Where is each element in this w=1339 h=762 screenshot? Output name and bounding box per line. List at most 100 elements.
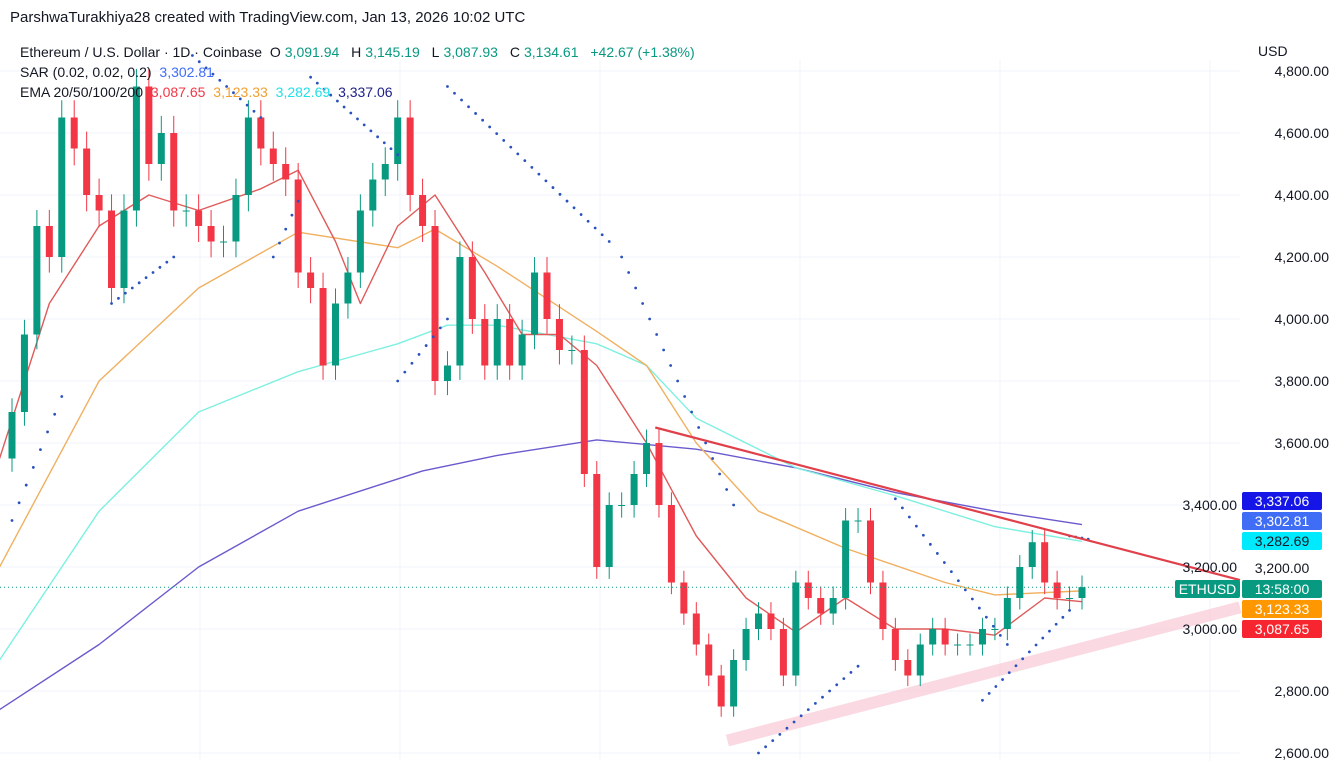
sar-dot bbox=[757, 751, 760, 755]
sar-dot bbox=[165, 260, 169, 264]
sar-dot bbox=[362, 123, 366, 127]
sar-dot bbox=[191, 54, 194, 57]
sar-dot bbox=[785, 726, 789, 730]
ema200-price-tag: 3,337.06 bbox=[1242, 492, 1322, 510]
price-tick-label: 4,600.00 bbox=[1274, 125, 1330, 141]
sar-dot bbox=[137, 281, 141, 285]
sar-dot bbox=[697, 426, 701, 429]
bearish-candle bbox=[680, 582, 688, 614]
sar-dot bbox=[662, 348, 666, 352]
sar-dot bbox=[144, 276, 148, 280]
symbol-legend-row[interactable]: Ethereum / U.S. Dollar · 1D · Coinbase O… bbox=[20, 42, 699, 62]
bullish-candle bbox=[991, 629, 999, 630]
bearish-candle bbox=[481, 319, 489, 366]
sar-dot bbox=[718, 472, 722, 476]
open-label: O bbox=[269, 44, 281, 60]
sar-dot bbox=[1048, 629, 1051, 633]
bearish-candle bbox=[779, 629, 787, 676]
open-number: 3,091.94 bbox=[284, 44, 340, 60]
sar-dot bbox=[315, 81, 319, 85]
ema-legend-row[interactable]: EMA 20/50/100/200 3,087.65 3,123.33 3,28… bbox=[20, 82, 699, 102]
sar-dot bbox=[856, 664, 860, 668]
sar-dot bbox=[278, 241, 281, 245]
sar-dot bbox=[984, 615, 988, 619]
bullish-candle bbox=[531, 272, 539, 335]
sar-legend-row[interactable]: SAR (0.02, 0.02, 0.2) 3,302.81 bbox=[20, 62, 699, 82]
bullish-candle bbox=[157, 133, 165, 164]
sar-dot bbox=[900, 506, 904, 510]
sar-dot bbox=[987, 691, 991, 695]
sar-dot bbox=[446, 85, 449, 88]
bearish-candle bbox=[817, 598, 825, 614]
currency-label[interactable]: USD bbox=[1258, 43, 1288, 59]
bullish-candle bbox=[220, 241, 228, 243]
bullish-candle bbox=[829, 598, 837, 614]
sar-dot bbox=[502, 139, 506, 142]
sar-price-tag: 3,302.81 bbox=[1242, 512, 1322, 530]
sar-dot bbox=[1054, 622, 1058, 626]
sar-dot bbox=[460, 98, 463, 102]
sar-dot bbox=[935, 552, 939, 555]
sar-dot bbox=[117, 296, 120, 300]
sar-dot bbox=[290, 213, 294, 217]
sar-dot bbox=[771, 739, 775, 742]
sar-dot bbox=[172, 255, 176, 259]
sar-dot bbox=[942, 561, 946, 564]
ema50-value: 3,123.33 bbox=[213, 84, 268, 100]
bullish-candle bbox=[182, 210, 190, 212]
price-tick-label: 3,400.00 bbox=[1182, 497, 1238, 513]
sar-dot bbox=[835, 683, 839, 687]
bullish-candle bbox=[755, 613, 763, 629]
low-label: L bbox=[431, 44, 440, 60]
bearish-candle bbox=[593, 474, 601, 567]
sar-dot bbox=[655, 333, 659, 336]
ema100-value: 3,282.69 bbox=[275, 84, 331, 100]
bearish-candle bbox=[468, 257, 476, 319]
bearish-candle bbox=[555, 319, 563, 350]
bearish-candle bbox=[767, 613, 775, 629]
symbol-tag: ETHUSD bbox=[1175, 580, 1240, 598]
ema200-value: 3,337.06 bbox=[338, 84, 393, 100]
change-value: +42.67 (+1.38%) bbox=[590, 44, 695, 60]
price-tick-label: 3,000.00 bbox=[1182, 621, 1238, 637]
bullish-candle bbox=[842, 520, 850, 598]
sar-dot bbox=[778, 733, 782, 736]
bullish-candle bbox=[33, 226, 41, 335]
sar-dot bbox=[24, 483, 28, 487]
bearish-candle bbox=[307, 272, 315, 288]
sar-dot bbox=[928, 542, 932, 546]
bearish-candle bbox=[543, 272, 551, 319]
sar-dot bbox=[725, 488, 729, 491]
sar-dot bbox=[799, 714, 803, 718]
bearish-candle bbox=[170, 133, 178, 211]
sar-dot bbox=[284, 227, 288, 231]
sar-dot bbox=[296, 199, 300, 203]
ema-label: EMA 20/50/100/200 bbox=[20, 84, 143, 100]
sar-dot bbox=[523, 159, 527, 163]
bearish-candle bbox=[580, 350, 588, 474]
bullish-candle bbox=[493, 319, 501, 366]
bullish-candle bbox=[742, 629, 750, 660]
sar-dot bbox=[252, 109, 256, 113]
close-value: C 3,134.61 bbox=[510, 44, 583, 60]
sar-dot bbox=[981, 698, 984, 702]
bearish-candle bbox=[145, 86, 153, 164]
ema20-price-tag: 3,087.65 bbox=[1242, 620, 1322, 638]
bullish-candle bbox=[978, 629, 986, 645]
bullish-candle bbox=[132, 86, 140, 211]
bullish-candle bbox=[1078, 587, 1086, 598]
bullish-candle bbox=[1028, 542, 1036, 567]
sar-dot bbox=[376, 135, 379, 139]
bearish-candle bbox=[879, 582, 887, 629]
sar-dot bbox=[1007, 671, 1011, 675]
price-tick-label: 4,400.00 bbox=[1274, 187, 1330, 203]
sar-dot bbox=[356, 117, 359, 121]
sar-dot bbox=[806, 708, 810, 711]
sar-dot bbox=[123, 291, 127, 295]
sar-dot bbox=[53, 412, 57, 416]
sar-dot bbox=[828, 689, 832, 693]
bearish-candle bbox=[319, 288, 327, 366]
sar-dot bbox=[641, 302, 645, 305]
bearish-candle bbox=[1053, 582, 1061, 598]
